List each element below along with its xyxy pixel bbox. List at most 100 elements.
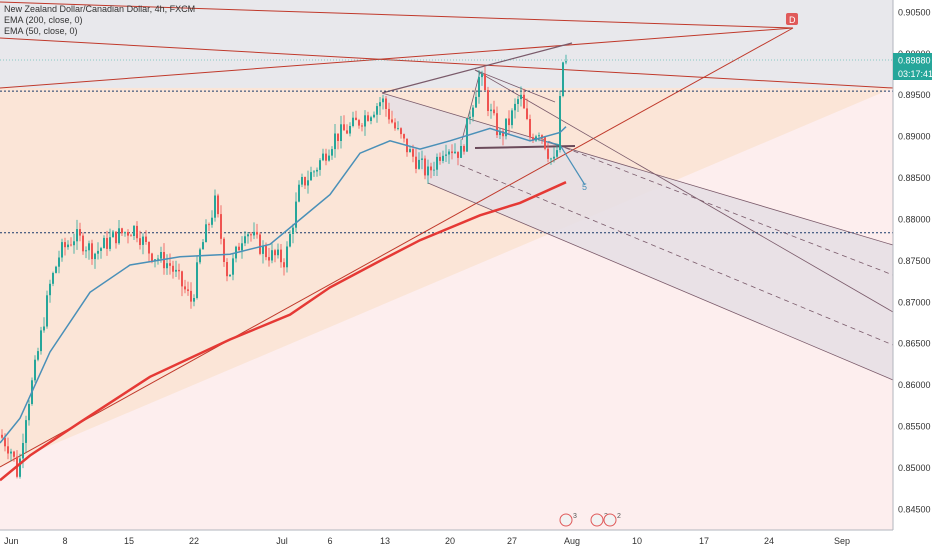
- candle-up: [454, 151, 456, 154]
- event-flag-icon: [559, 513, 573, 527]
- pattern-top-line: [381, 42, 573, 94]
- candle-up: [55, 266, 57, 273]
- candle-up: [112, 231, 114, 238]
- candle-up: [382, 98, 384, 103]
- candle-up: [193, 298, 195, 302]
- candle-down: [115, 231, 117, 244]
- candle-up: [427, 166, 429, 176]
- candle-down: [355, 117, 357, 121]
- candle-down: [280, 249, 282, 263]
- candle-down: [169, 263, 171, 266]
- candle-up: [10, 451, 12, 454]
- x-tick-label: 17: [699, 536, 709, 546]
- y-tick-label: 0.89000: [898, 132, 931, 142]
- event-icons[interactable]: 3 3 2: [559, 513, 621, 527]
- candle-down: [493, 109, 495, 114]
- countdown-badge: [893, 67, 932, 80]
- x-tick-label: 15: [124, 536, 134, 546]
- candle-up: [262, 246, 264, 254]
- candle-up: [100, 248, 102, 251]
- candle-up: [562, 62, 564, 96]
- candle-down: [217, 195, 219, 215]
- candle-up: [517, 99, 519, 104]
- candle-up: [277, 249, 279, 256]
- y-tick-label: 0.89500: [898, 90, 931, 100]
- candle-up: [61, 242, 63, 258]
- symbol-title[interactable]: New Zealand Dollar/Canadian Dollar, 4h, …: [4, 4, 196, 14]
- pitchfork-dashed-1: [539, 137, 894, 276]
- candle-down: [484, 73, 486, 91]
- candle-up: [157, 258, 159, 260]
- ema50-legend[interactable]: EMA (50, close, 0): [4, 26, 78, 36]
- candle-down: [358, 120, 360, 126]
- x-tick-label: 27: [507, 536, 517, 546]
- candle-up: [538, 135, 540, 137]
- candle-up: [322, 153, 324, 161]
- candle-down: [526, 108, 528, 119]
- candle-up: [109, 237, 111, 249]
- candle-up: [205, 224, 207, 243]
- candle-down: [496, 113, 498, 136]
- candle-up: [379, 102, 381, 107]
- time-axis[interactable]: Jun 8 15 22 Jul 6 13 20 27 Aug 10 17 24 Sep: [0, 529, 932, 550]
- candle-up: [442, 155, 444, 161]
- candle-down: [181, 271, 183, 287]
- candle-down: [4, 437, 6, 447]
- candle-up: [160, 252, 162, 259]
- chart-legend: New Zealand Dollar/Canadian Dollar, 4h, …: [4, 4, 195, 37]
- candle-up: [229, 274, 231, 277]
- candle-up: [328, 155, 330, 161]
- candle-up: [292, 227, 294, 234]
- candle-up: [214, 195, 216, 218]
- candle-down: [139, 238, 141, 245]
- candle-down: [547, 148, 549, 159]
- candle-up: [514, 103, 516, 111]
- point-d-marker[interactable]: D: [786, 13, 798, 25]
- candle-up: [499, 131, 501, 136]
- candle-up: [313, 171, 315, 173]
- candle-up: [37, 351, 39, 360]
- candle-up: [22, 443, 24, 459]
- candle-down: [361, 125, 363, 127]
- candle-down: [544, 137, 546, 149]
- candle-down: [412, 149, 414, 157]
- event-flag-icon-2: [603, 513, 617, 527]
- candle-up: [166, 263, 168, 269]
- candle-down: [121, 228, 123, 234]
- candle-down: [430, 166, 432, 171]
- candle-down: [64, 242, 66, 248]
- candle-up: [43, 326, 45, 331]
- candle-down: [346, 130, 348, 134]
- x-tick-label: 22: [189, 536, 199, 546]
- candle-down: [1, 434, 3, 438]
- pattern-leg-1: [461, 71, 481, 141]
- candle-up: [247, 234, 249, 237]
- candle-up: [124, 232, 126, 234]
- horizontal-levels[interactable]: [0, 90, 893, 234]
- candle-down: [304, 177, 306, 186]
- candle-up: [103, 237, 105, 249]
- candle-up: [334, 133, 336, 150]
- candle-down: [13, 451, 15, 457]
- y-tick-label: 0.86000: [898, 380, 931, 390]
- candle-down: [337, 133, 339, 141]
- price-axis[interactable]: 0.905000.900000.895000.890000.885000.880…: [892, 0, 932, 530]
- candle-up: [520, 94, 522, 100]
- candle-up: [409, 149, 411, 153]
- candle-down: [70, 244, 72, 246]
- candle-down: [259, 234, 261, 254]
- trend-lines[interactable]: [0, 1, 894, 468]
- x-tick-label: Jul: [276, 536, 288, 546]
- countdown-label: 03:17:41: [898, 69, 932, 79]
- candle-down: [400, 128, 402, 135]
- candle-down: [148, 242, 150, 254]
- last-price-label: 0.89880: [898, 56, 931, 66]
- candle-down: [136, 225, 138, 239]
- pitchfork-median: [474, 69, 894, 313]
- ema200-legend[interactable]: EMA (200, close, 0): [4, 15, 83, 25]
- candle-up: [244, 236, 246, 244]
- candle-down: [250, 234, 252, 236]
- neckline: [474, 145, 576, 149]
- candle-up: [286, 246, 288, 268]
